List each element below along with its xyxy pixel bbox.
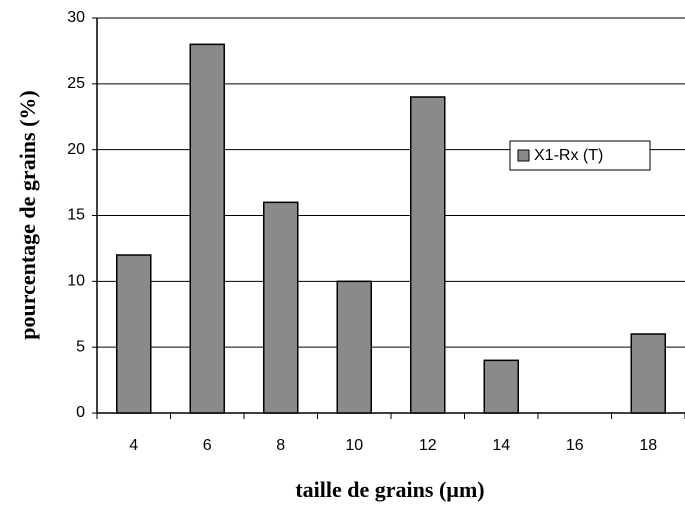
x-tick-label: 12 — [419, 437, 437, 454]
legend-box — [509, 140, 651, 171]
y-tick-label: 0 — [76, 404, 85, 421]
x-tick-label: 14 — [492, 437, 510, 454]
x-tick-label: 18 — [639, 437, 657, 454]
x-axis-label: taille de grains (µm) — [295, 477, 484, 502]
bar — [189, 43, 225, 414]
legend-label: X1-Rx (T) — [534, 147, 603, 164]
y-tick-label: 15 — [67, 207, 85, 224]
legend-swatch — [517, 149, 530, 162]
legend: X1-Rx (T) — [509, 140, 651, 171]
y-tick-label: 10 — [67, 273, 85, 290]
x-tick-label: 16 — [566, 437, 584, 454]
x-tick-label: 10 — [345, 437, 363, 454]
x-tick-label: 8 — [276, 437, 285, 454]
y-tick-label: 20 — [67, 141, 85, 158]
y-tick-label: 25 — [67, 75, 85, 92]
y-tick-label: 5 — [76, 338, 85, 355]
bar — [336, 280, 372, 414]
y-tick-label: 30 — [67, 9, 85, 26]
bar — [483, 359, 519, 414]
bar — [410, 96, 446, 414]
y-axis-label: pourcentage de grains (%) — [15, 90, 40, 340]
bar — [630, 333, 666, 414]
bar — [116, 254, 152, 414]
x-tick-label: 6 — [203, 437, 212, 454]
bar — [263, 201, 299, 414]
x-tick-label: 4 — [129, 437, 138, 454]
